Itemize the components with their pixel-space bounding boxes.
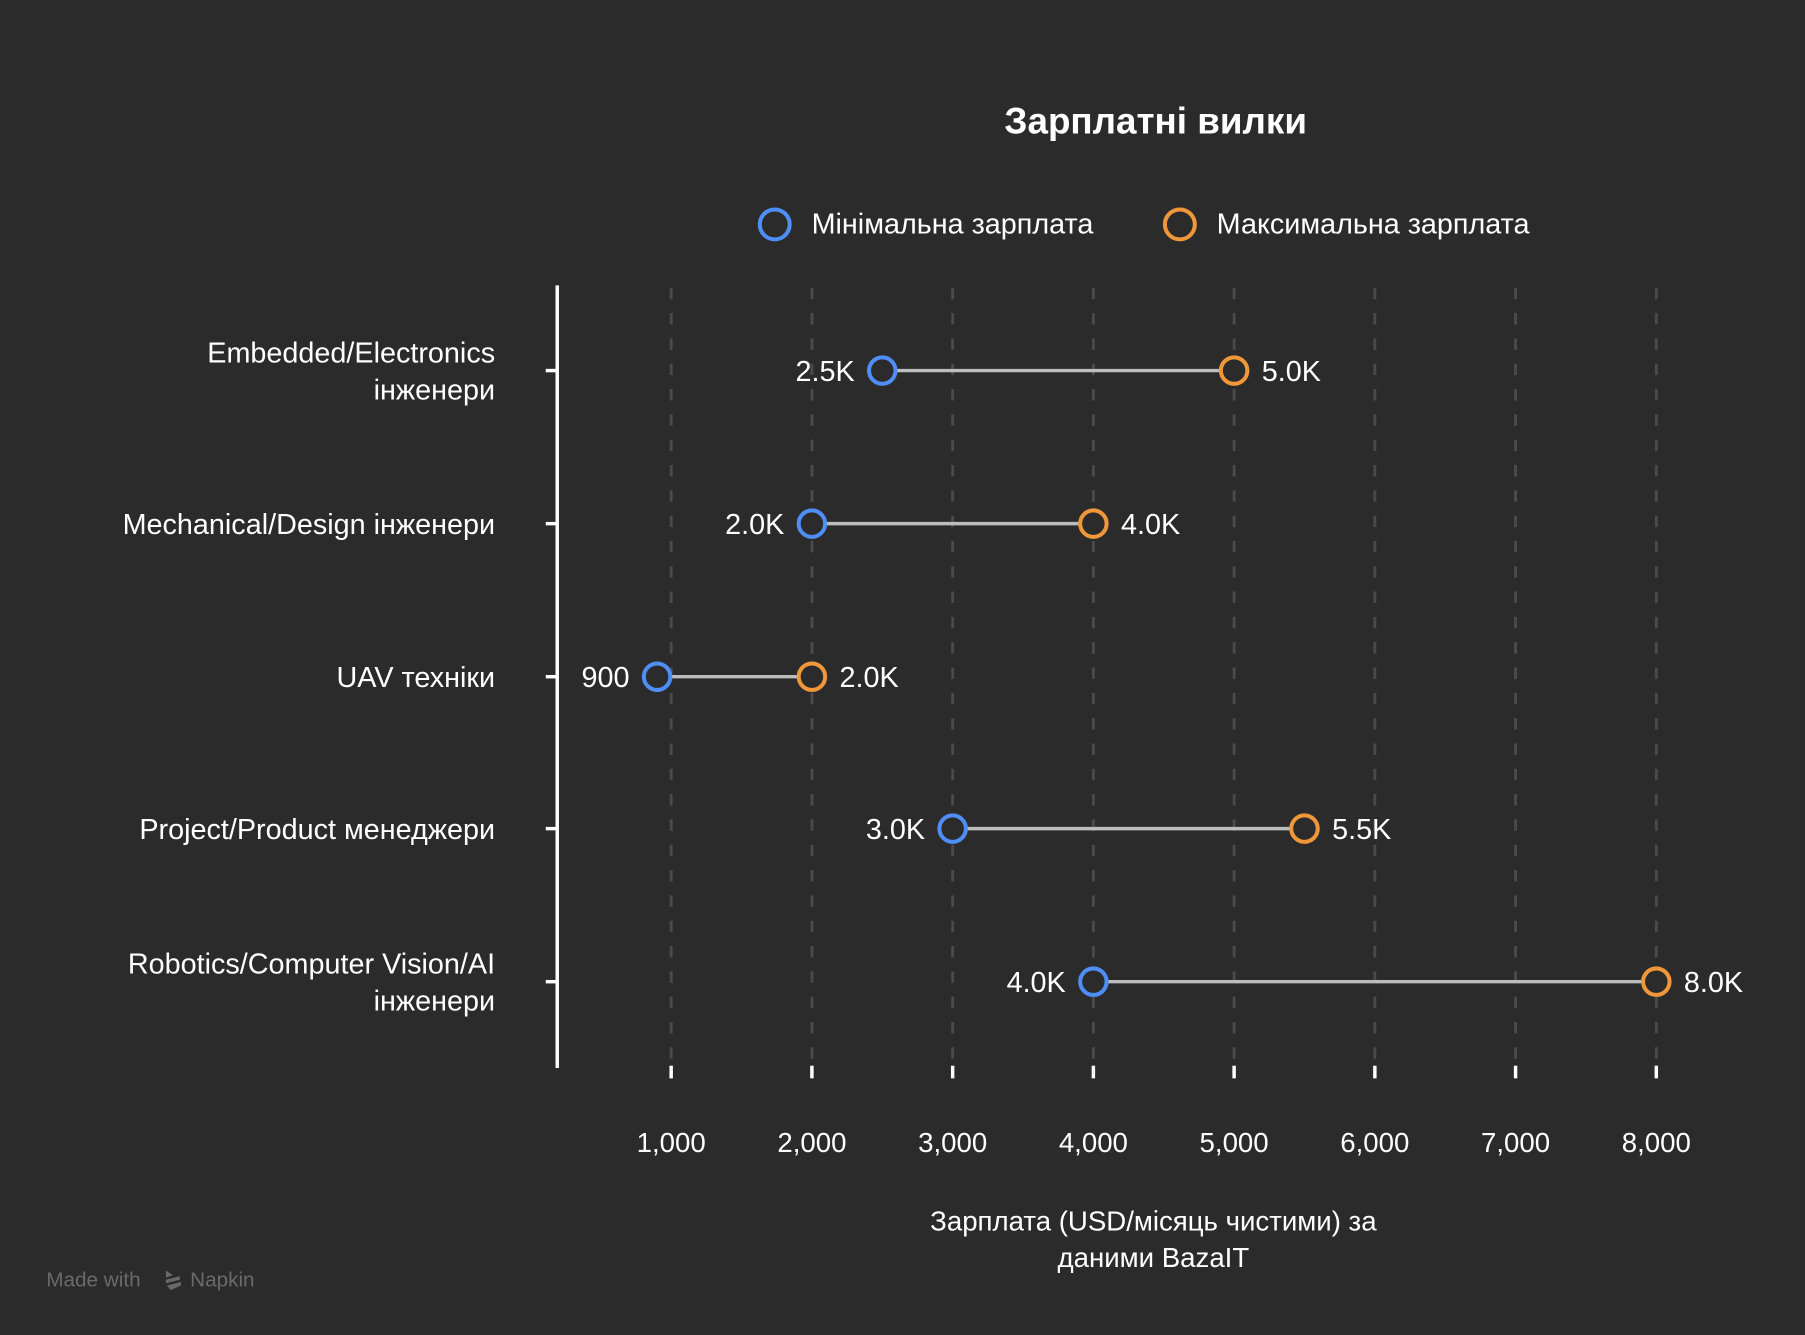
category-label: Embedded/Electronics bbox=[207, 338, 495, 370]
category-label: Robotics/Computer Vision/AI bbox=[128, 949, 495, 981]
napkin-logo-icon bbox=[165, 1270, 181, 1291]
max-marker bbox=[1218, 355, 1250, 386]
x-tick-label: 5,000 bbox=[1200, 1127, 1269, 1158]
min-marker bbox=[796, 508, 828, 539]
chart-title: Зарплатні вилки bbox=[1004, 100, 1307, 141]
x-tick-label: 6,000 bbox=[1340, 1127, 1409, 1158]
max-marker bbox=[796, 661, 828, 692]
x-axis-ticks: 1,000 2,000 3,000 4,000 5,000 6,000 7,000 8,000 bbox=[637, 1065, 1691, 1158]
max-marker bbox=[1641, 966, 1672, 997]
category-label: Mechanical/Design інженери bbox=[123, 509, 496, 541]
min-marker bbox=[641, 661, 673, 692]
max-marker bbox=[1078, 508, 1109, 539]
watermark: Made with Napkin bbox=[46, 1269, 254, 1292]
x-tick-label: 4,000 bbox=[1059, 1127, 1128, 1158]
legend: Мінімальна зарплата Максимальна зарплата bbox=[757, 207, 1530, 242]
max-value-label: 8.0K bbox=[1684, 967, 1743, 999]
max-value-label: 2.0K bbox=[840, 662, 899, 694]
max-value-label: 5.0K bbox=[1262, 356, 1321, 388]
category-label: Project/Product менеджери bbox=[139, 814, 495, 846]
legend-max-marker-icon bbox=[1162, 207, 1197, 242]
min-value-label: 3.0K bbox=[866, 814, 925, 846]
category-label: інженери bbox=[374, 374, 495, 406]
x-tick-label: 1,000 bbox=[637, 1127, 706, 1158]
row-3: Project/Product менеджери 3.0K 5.5K bbox=[139, 813, 1391, 846]
category-label: інженери bbox=[374, 985, 495, 1017]
x-axis-label-line-2: даними BazaIT bbox=[1058, 1242, 1250, 1273]
x-tick-label: 3,000 bbox=[918, 1127, 987, 1158]
legend-min-marker-icon bbox=[757, 207, 792, 242]
min-value-label: 900 bbox=[581, 662, 629, 694]
watermark-brand: Napkin bbox=[190, 1269, 254, 1292]
legend-min-label: Мінімальна зарплата bbox=[812, 209, 1094, 241]
row-4: Robotics/Computer Vision/AI інженери 4.0K 8… bbox=[128, 949, 1743, 1018]
category-label: UAV техніки bbox=[337, 662, 496, 694]
min-marker bbox=[867, 355, 898, 386]
max-value-label: 4.0K bbox=[1121, 509, 1180, 541]
x-tick-label: 8,000 bbox=[1622, 1127, 1691, 1158]
max-value-label: 5.5K bbox=[1332, 814, 1391, 846]
min-marker bbox=[937, 813, 968, 844]
x-tick-label: 2,000 bbox=[777, 1127, 846, 1158]
row-1: Mechanical/Design інженери 2.0K 4.0K bbox=[123, 508, 1180, 541]
max-marker bbox=[1289, 813, 1320, 844]
min-value-label: 2.5K bbox=[795, 356, 854, 388]
x-axis-label-line-1: Зарплата (USD/місяць чистими) за bbox=[930, 1205, 1377, 1236]
row-2: UAV техніки 900 2.0K bbox=[337, 661, 899, 694]
legend-max-label: Максимальна зарплата bbox=[1217, 209, 1530, 241]
min-value-label: 4.0K bbox=[1007, 967, 1066, 999]
x-tick-label: 7,000 bbox=[1481, 1127, 1550, 1158]
watermark-prefix: Made with bbox=[46, 1269, 140, 1292]
data-rows: Embedded/Electronics інженери 2.5K 5.0K Mech… bbox=[123, 338, 1744, 1018]
row-0: Embedded/Electronics інженери 2.5K 5.0K bbox=[207, 338, 1321, 407]
min-value-label: 2.0K bbox=[725, 509, 784, 541]
min-marker bbox=[1078, 966, 1109, 997]
